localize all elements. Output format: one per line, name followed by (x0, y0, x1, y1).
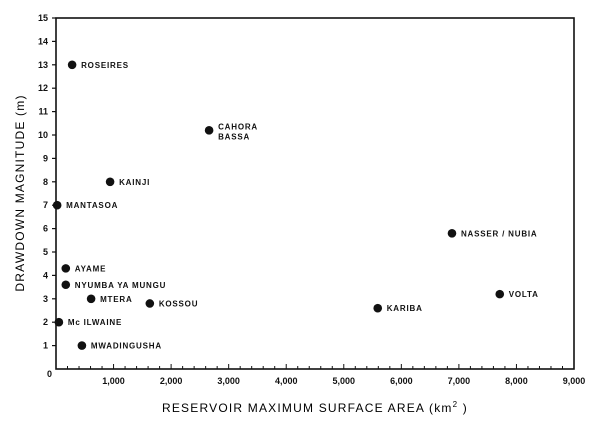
point-label: NASSER / NUBIA (461, 229, 538, 238)
point-label: ROSEIRES (81, 61, 129, 70)
point-label: AYAME (75, 264, 106, 273)
data-point: ROSEIRES (67, 60, 129, 70)
point-marker (373, 303, 383, 313)
y-tick-label: 11 (38, 107, 48, 117)
point-marker (77, 341, 87, 350)
y-tick-label: 4 (43, 270, 48, 280)
x-tick-label: 5,000 (333, 376, 356, 386)
point-marker (67, 60, 77, 70)
point-marker (204, 126, 214, 135)
y-tick-label: 8 (43, 177, 48, 187)
point-label: VOLTA (509, 290, 539, 299)
y-tick-label: 15 (38, 13, 48, 23)
point-marker (52, 200, 62, 210)
y-tick-label: 1 (43, 341, 48, 351)
data-point: KOSSOU (145, 299, 198, 308)
point-label: KAINJI (119, 178, 150, 187)
point-marker (61, 264, 71, 273)
point-label: BASSA (218, 132, 250, 141)
x-tick-label: 9,000 (563, 376, 586, 386)
x-axis: 1,000 2,000 3,000 4,000 5,000 6,000 7,000 8,000… (67, 364, 586, 386)
x-tick-label: 3,000 (217, 376, 240, 386)
y-tick-label: 7 (43, 200, 48, 210)
point-marker (86, 294, 96, 304)
x-tick-label: 6,000 (390, 376, 413, 386)
point-marker (54, 317, 64, 327)
y-axis-title: DRAWDOWN MAGNITUDE (m) (13, 94, 27, 291)
x-tick-label: 1,000 (102, 376, 125, 386)
data-point: Mc ILWAINE (54, 317, 122, 327)
point-marker (447, 228, 457, 238)
y-tick-label: 12 (38, 83, 48, 93)
point-marker (145, 299, 155, 308)
plot-frame (55, 17, 575, 370)
y-tick-label: 6 (43, 224, 48, 234)
data-point: VOLTA (495, 289, 539, 299)
point-label: Mc ILWAINE (68, 318, 122, 327)
data-point: KARIBA (373, 303, 423, 313)
x-tick-label: 4,000 (275, 376, 298, 386)
y-tick-label: 0 (47, 369, 52, 379)
point-label: MANTASOA (66, 201, 118, 210)
y-tick-label: 2 (43, 317, 48, 327)
y-tick-label: 10 (38, 130, 48, 140)
data-point: MWADINGUSHA (77, 341, 162, 351)
point-marker (61, 280, 71, 290)
x-tick-label: 7,000 (448, 376, 471, 386)
point-label: KARIBA (387, 304, 423, 313)
data-point: NASSER / NUBIA (447, 228, 538, 238)
point-marker (495, 289, 505, 299)
x-tick-label: 2,000 (160, 376, 183, 386)
data-point: NYUMBA YA MUNGU (61, 280, 166, 290)
data-point: MTERA (86, 294, 132, 304)
point-label: KOSSOU (159, 299, 198, 308)
point-label: NYUMBA YA MUNGU (75, 281, 166, 290)
x-axis-title: RESERVOIR MAXIMUM SURFACE AREA (km2 ) (162, 400, 468, 415)
data-point: MANTASOA (52, 200, 118, 210)
point-label: CAHORA (218, 122, 258, 131)
point-label: MWADINGUSHA (91, 342, 162, 351)
y-tick-label: 14 (38, 36, 48, 46)
x-tick-label: 8,000 (505, 376, 528, 386)
y-tick-label: 13 (38, 60, 48, 70)
y-tick-label: 5 (43, 247, 48, 257)
data-point: KAINJI (105, 177, 150, 187)
data-point: AYAME (61, 264, 106, 273)
y-tick-label: 9 (43, 153, 48, 163)
y-tick-label: 3 (43, 294, 48, 304)
point-marker (105, 177, 115, 187)
point-label: MTERA (100, 295, 132, 304)
